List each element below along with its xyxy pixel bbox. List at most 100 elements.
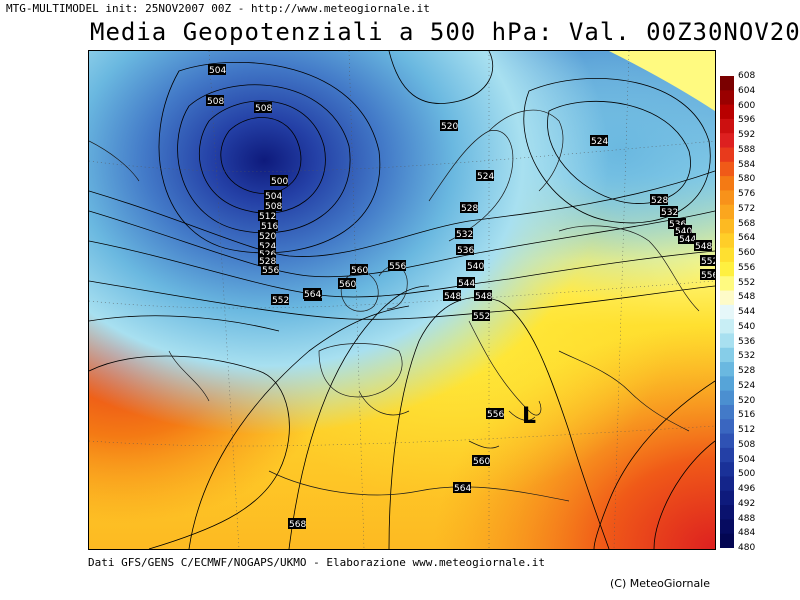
color-scale-label: 504: [738, 454, 756, 465]
contour-label: 564: [304, 290, 321, 300]
color-scale-swatch: [720, 190, 734, 206]
contour-label: 552: [701, 257, 715, 267]
contour-label: 528: [651, 196, 668, 206]
color-scale-label: 572: [738, 203, 756, 214]
contour-label: 520: [441, 122, 458, 132]
color-scale-label: 536: [738, 336, 756, 347]
contour-label: 532: [661, 208, 678, 218]
color-scale-label: 588: [738, 144, 756, 155]
color-scale-swatch: [720, 404, 734, 420]
color-scale-label: 580: [738, 174, 756, 185]
color-scale-swatch: [720, 462, 734, 477]
color-scale-label: 548: [738, 292, 756, 303]
contour-label: 532: [456, 230, 473, 240]
color-scale-label: 608: [738, 71, 756, 81]
contour-label: 524: [591, 137, 608, 147]
contour-label: 508: [207, 97, 224, 107]
color-scale-label: 508: [738, 439, 756, 450]
contour-label: 568: [289, 520, 306, 530]
contour-label: 548: [444, 292, 461, 302]
color-scale-label: 516: [738, 410, 756, 421]
color-scale-labels: 608 604 600 596 592 588 584 580 576 572 568 564 560 5…: [738, 72, 778, 553]
color-scale-swatch: [720, 447, 734, 463]
color-scale-swatch: [720, 362, 734, 377]
data-sources: Dati GFS/GENS C/ECMWF/NOGAPS/UKMO - Elab…: [88, 556, 545, 569]
contour-label: 560: [339, 280, 356, 290]
color-scale-swatch: [720, 419, 734, 435]
color-scale-swatch: [720, 304, 734, 320]
contour-label: 544: [458, 279, 475, 289]
contour-label: 560: [351, 266, 368, 276]
color-scale-label: 524: [738, 380, 756, 391]
color-scale-swatch: [720, 433, 734, 449]
color-scale-label: 484: [738, 528, 756, 539]
color-scale-label: 496: [738, 484, 756, 494]
coastlines: [89, 109, 700, 502]
color-scale-label: 528: [738, 366, 756, 376]
color-scale-swatch: [720, 519, 734, 535]
color-scale-swatch: [720, 319, 734, 334]
run-info: MTG-MULTIMODEL init: 25NOV2007 00Z - htt…: [6, 2, 430, 15]
contour-label: 556: [487, 410, 504, 420]
color-scale-label: 556: [738, 262, 756, 273]
contour-label: 516: [261, 222, 278, 232]
color-scale-label: 568: [738, 218, 756, 229]
color-scale-label: 564: [738, 233, 756, 244]
color-scale-label: 600: [738, 100, 756, 111]
contour-label: 560: [473, 457, 490, 467]
contour-label: 556: [389, 262, 406, 272]
contour-label: 500: [271, 177, 288, 187]
color-scale-swatch: [720, 390, 734, 406]
contour-label: 528: [259, 257, 276, 267]
copyright: (C) MeteoGiornale: [610, 577, 711, 590]
color-scale-label: 512: [738, 425, 756, 435]
color-scale-label: 500: [738, 469, 756, 480]
color-scale-label: 552: [738, 277, 756, 288]
color-scale-swatch: [720, 147, 734, 163]
color-scale-label: 520: [738, 395, 756, 406]
contour-label: 540: [675, 227, 692, 237]
color-scale-swatch: [720, 204, 734, 220]
color-scale-label: 560: [738, 248, 756, 258]
color-scale-swatch: [720, 161, 734, 177]
contour-label: 524: [259, 242, 276, 252]
color-scale-label: 492: [738, 498, 756, 509]
color-scale-label: 488: [738, 513, 756, 524]
contour-label: 556: [262, 266, 279, 276]
color-scale-swatch: [720, 90, 734, 106]
contour-label: 504: [265, 192, 282, 202]
color-scale-swatch: [720, 104, 734, 120]
color-scale-label: 532: [738, 351, 756, 362]
geopotential-map: L 504 508 508 500 520 524 524 528 532 536 540 544 54…: [88, 50, 716, 550]
contour-label: 548: [695, 242, 712, 252]
color-scale-label: 584: [738, 159, 756, 170]
color-scale-bar: [720, 76, 734, 549]
color-scale-swatch: [720, 176, 734, 191]
color-scale-swatch: [720, 247, 734, 263]
color-scale-swatch: [720, 490, 734, 506]
contour-label: 524: [477, 172, 494, 182]
color-scale-label: 544: [738, 307, 756, 317]
contour-label: 556: [701, 271, 715, 281]
graticule: [89, 51, 715, 549]
color-scale-swatch: [720, 219, 734, 234]
contour-label: 536: [457, 246, 474, 256]
contour-label: 528: [461, 204, 478, 214]
color-scale-swatch: [720, 476, 734, 492]
contour-labels: 5045085085005205245245285325365405445485…: [206, 64, 715, 530]
color-scale-swatch: [720, 276, 734, 292]
contour-label: 504: [209, 66, 226, 76]
color-scale-swatch: [720, 505, 734, 520]
contour-label: 548: [475, 292, 492, 302]
color-scale-swatch: [720, 333, 734, 349]
contour-label: 540: [467, 262, 484, 272]
color-scale-label: 604: [738, 85, 756, 96]
color-scale-swatch: [720, 118, 734, 134]
color-scale-label: 480: [738, 543, 756, 553]
color-scale-label: 596: [738, 115, 756, 126]
color-scale-label: 592: [738, 130, 756, 140]
color-scale-label: 540: [738, 321, 756, 332]
color-scale-swatch: [720, 76, 734, 91]
contour-label: 520: [259, 232, 276, 242]
color-scale-swatch: [720, 233, 734, 249]
